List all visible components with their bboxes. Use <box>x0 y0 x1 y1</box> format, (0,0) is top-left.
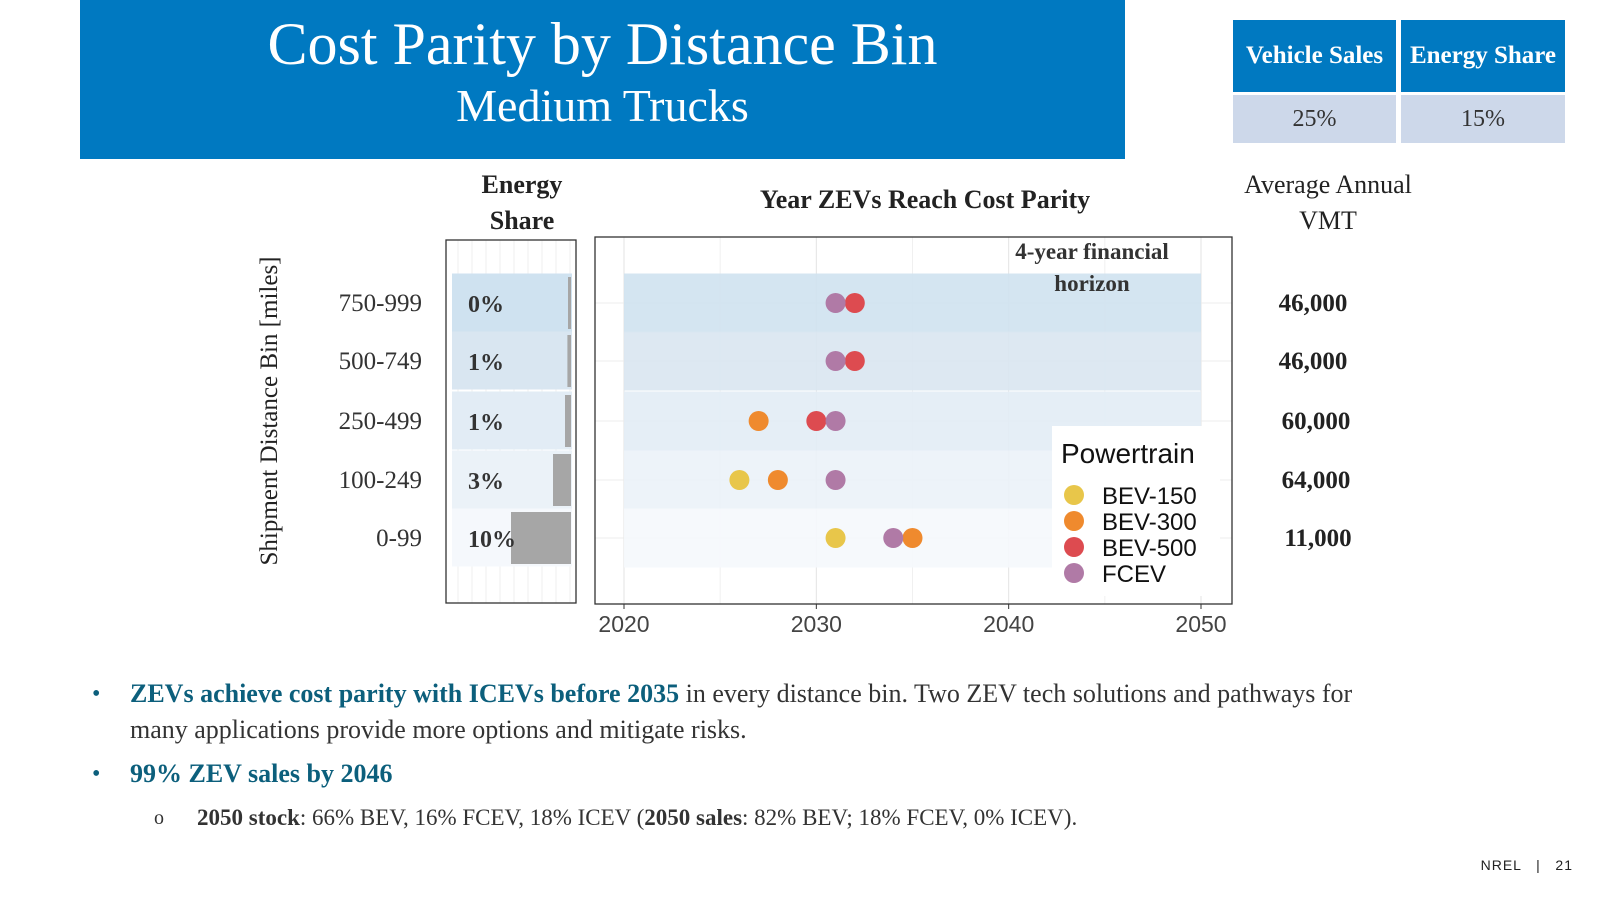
data-point-bev-300 <box>748 411 769 431</box>
x-tick-label: 2030 <box>791 611 842 637</box>
bar-row-band <box>452 331 572 390</box>
sub-text-stock: : 66% BEV, 16% FCEV, 18% ICEV ( <box>299 805 645 830</box>
data-point-fcev <box>825 351 846 371</box>
distance-bin-label: 250-499 <box>339 408 422 435</box>
legend-label: FCEV <box>1102 561 1166 588</box>
energy-share-bar <box>565 395 571 447</box>
energy-share-label: 0% <box>468 292 504 318</box>
bullet-2: • 99% ZEV sales by 2046 <box>88 756 1388 792</box>
footer-separator: | <box>1536 857 1541 873</box>
parity-scatter-panel: 4-year financial horizon Powertrain BEV-150… <box>594 236 1233 637</box>
page-title: Cost Parity by Distance Bin <box>267 11 938 77</box>
bar-row-band <box>452 450 572 509</box>
energy-share-label: 1% <box>468 410 504 436</box>
energy-share-label: 1% <box>468 350 504 376</box>
summary-header-energy-share: Energy Share <box>1401 20 1565 92</box>
scatter-border <box>594 236 1233 605</box>
legend-swatch <box>1064 537 1084 557</box>
data-point-fcev <box>825 293 846 313</box>
horizon-annotation-line2: horizon <box>1054 271 1130 296</box>
energy-share-bar <box>553 454 571 506</box>
bullet-dot: • <box>92 761 101 787</box>
energy-share-title-line2: Share <box>490 206 555 235</box>
data-point-fcev <box>825 470 846 490</box>
bar-row-band <box>452 273 572 332</box>
energy-share-label: 10% <box>468 527 516 553</box>
energy-share-bar <box>567 335 571 387</box>
y-axis-label: Shipment Distance Bin [miles] <box>256 257 283 566</box>
x-tick-label: 2050 <box>1175 611 1226 637</box>
legend-label: BEV-500 <box>1102 535 1197 562</box>
legend-swatch <box>1064 511 1084 531</box>
sub-bullet-dot: o <box>154 807 164 829</box>
vmt-value: 46,000 <box>1279 290 1348 317</box>
vmt-title-line2: VMT <box>1299 206 1357 235</box>
distance-bin-label: 0-99 <box>376 525 422 552</box>
data-point-bev-500 <box>844 351 865 371</box>
data-point-bev-150 <box>825 528 846 548</box>
legend-title: Powertrain <box>1061 438 1195 469</box>
footer: NREL | 21 <box>1481 857 1573 873</box>
horizon-band <box>624 331 1201 391</box>
x-tick-label: 2040 <box>983 611 1034 637</box>
bar-panel-border <box>445 239 577 604</box>
page-subtitle: Medium Trucks <box>456 80 749 131</box>
sub-bullet: o 2050 stock: 66% BEV, 16% FCEV, 18% ICE… <box>88 800 1388 836</box>
title-band: Cost Parity by Distance Bin Medium Truck… <box>80 0 1125 159</box>
distance-bin-labels: 750-999 500-749 250-499 100-249 0-99 <box>339 290 422 552</box>
vmt-value: 64,000 <box>1282 467 1351 494</box>
bullet-1-bold: ZEVs achieve cost parity with ICEVs befo… <box>130 679 680 708</box>
summary-value-energy-share: 15% <box>1401 95 1565 143</box>
data-point-bev-500 <box>806 411 827 431</box>
vmt-value: 60,000 <box>1282 408 1351 435</box>
footer-org: NREL <box>1480 857 1522 873</box>
bar-row-band <box>452 391 572 450</box>
bullet-2-bold: 99% ZEV sales by 2046 <box>130 759 393 788</box>
bullet-1-text: in every distance bin. Two ZEV tech solu… <box>130 679 1353 744</box>
distance-bin-label: 100-249 <box>339 467 422 494</box>
energy-share-label: 3% <box>468 469 504 495</box>
data-point-bev-300 <box>767 470 788 490</box>
sub-bold-sales: 2050 sales <box>644 805 743 830</box>
data-point-fcev <box>883 528 904 548</box>
sub-text-sales: : 82% BEV; 18% FCEV, 0% ICEV). <box>742 805 1078 830</box>
data-point-bev-300 <box>902 528 923 548</box>
legend-swatch <box>1064 563 1084 583</box>
footer-page-number: 21 <box>1555 857 1573 873</box>
legend-swatch <box>1064 485 1084 505</box>
vmt-value: 11,000 <box>1284 525 1351 552</box>
energy-share-panel: 0% 1% 1% 3% 10% <box>445 239 577 604</box>
scatter-title: Year ZEVs Reach Cost Parity <box>760 185 1090 214</box>
legend-label: BEV-300 <box>1102 509 1197 536</box>
horizon-annotation-line1: 4-year financial <box>1015 239 1169 264</box>
summary-table: Vehicle Sales Energy Share 25% 15% <box>1233 20 1565 144</box>
data-point-bev-500 <box>844 293 865 313</box>
summary-value-vehicle-sales: 25% <box>1233 95 1396 143</box>
sub-bold-stock: 2050 stock <box>197 805 300 830</box>
energy-share-bar <box>568 277 571 329</box>
data-point-bev-150 <box>729 470 750 490</box>
distance-bin-label: 750-999 <box>339 290 422 317</box>
vmt-title-line1: Average Annual <box>1244 170 1412 199</box>
data-point-fcev <box>825 411 846 431</box>
vmt-value: 46,000 <box>1279 348 1348 375</box>
bullet-list: • ZEVs achieve cost parity with ICEVs be… <box>88 676 1388 836</box>
distance-bin-label: 500-749 <box>339 348 422 375</box>
bullet-dot: • <box>92 681 101 707</box>
x-tick-label: 2020 <box>598 611 649 637</box>
bullet-1: • ZEVs achieve cost parity with ICEVs be… <box>88 676 1388 748</box>
vmt-values: 46,000 46,000 60,000 64,000 11,000 <box>1279 290 1352 552</box>
horizon-band <box>624 273 1201 333</box>
energy-share-title-line1: Energy <box>482 170 563 199</box>
energy-share-bar <box>511 512 571 564</box>
legend-label: BEV-150 <box>1102 483 1197 510</box>
summary-header-vehicle-sales: Vehicle Sales <box>1233 20 1396 92</box>
